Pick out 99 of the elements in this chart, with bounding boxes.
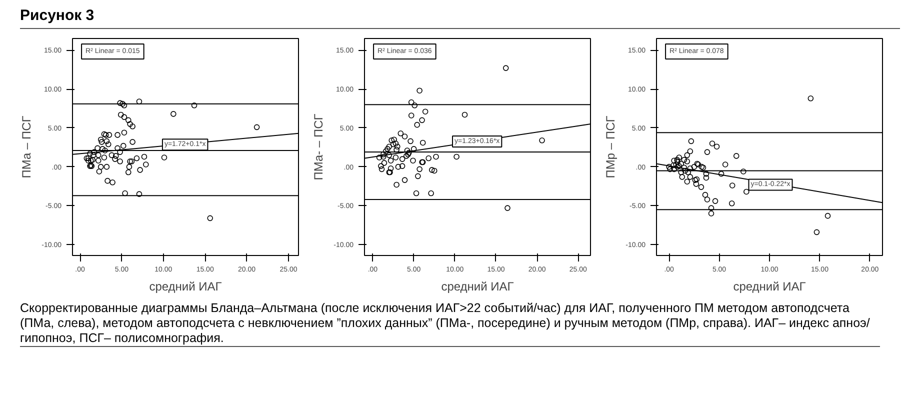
- point: [688, 138, 694, 144]
- point: [410, 158, 416, 164]
- point: [399, 164, 406, 170]
- point: [408, 138, 414, 144]
- y-axis-title: ПМа- – ПСГ: [312, 114, 326, 181]
- point: [667, 166, 673, 172]
- point: [685, 170, 692, 176]
- point: [380, 154, 386, 160]
- point: [422, 109, 428, 115]
- x-axis-title: средний ИАГ: [733, 280, 806, 294]
- point: [395, 164, 402, 170]
- point: [408, 113, 414, 119]
- point: [703, 175, 710, 182]
- point: [378, 166, 385, 172]
- point: [408, 100, 414, 106]
- point: [728, 200, 735, 207]
- point: [671, 166, 677, 172]
- x-axis-title: средний ИАГ: [149, 280, 222, 294]
- point: [698, 184, 704, 190]
- point: [404, 148, 410, 154]
- point: [744, 189, 750, 196]
- point: [414, 122, 420, 128]
- point: [678, 170, 684, 176]
- point: [386, 144, 392, 150]
- point: [431, 168, 438, 174]
- point: [691, 164, 698, 170]
- y-axis-title: ПМр – ПСГ: [604, 116, 618, 179]
- point: [718, 171, 724, 178]
- point: [687, 148, 694, 155]
- chart-title: Рисунок 3: [20, 7, 94, 24]
- point: [454, 154, 460, 160]
- point: [729, 183, 736, 189]
- point: [687, 166, 694, 172]
- point: [382, 148, 389, 155]
- point: [684, 179, 690, 185]
- point: [681, 165, 688, 171]
- x-axis-title: средний ИАГ: [441, 280, 514, 294]
- point: [708, 211, 714, 217]
- point: [502, 66, 509, 72]
- point: [704, 197, 710, 203]
- point: [703, 171, 710, 178]
- point: [714, 144, 720, 150]
- text: Скорректированные диаграммы Бланда–Альтмана (после исключения ИАГ>22 событий/час) для ИАГ, полученного ПМ методом автоподсчета (ПМа, слева), методом автоподсчета с невключением ”плохих данных” (ПМа-, посередине) и ручным методом (ПМр, справа). ИАГ– индекс апноэ/гипопноэ, ПСГ– полисомнография.: [20, 301, 880, 346]
- point: [386, 152, 392, 158]
- point: [814, 230, 820, 236]
- point: [433, 154, 439, 160]
- point: [733, 153, 740, 160]
- point: [398, 130, 404, 137]
- point: [416, 88, 422, 94]
- point: [709, 141, 716, 147]
- point: [670, 162, 676, 169]
- point: [824, 213, 831, 220]
- point: [702, 192, 708, 198]
- point: [416, 166, 422, 172]
- point: [394, 144, 400, 150]
- point: [671, 158, 677, 164]
- point: [390, 142, 396, 148]
- point: [428, 190, 434, 197]
- point: [539, 138, 545, 144]
- point: [413, 190, 420, 197]
- point: [394, 147, 400, 154]
- point: [684, 152, 690, 158]
- point: [428, 167, 435, 174]
- point: [808, 96, 814, 102]
- point: [426, 156, 432, 162]
- point: [419, 118, 425, 124]
- point: [676, 155, 682, 161]
- point: [682, 168, 688, 174]
- point: [740, 169, 746, 175]
- point: [378, 164, 384, 170]
- point: [462, 112, 468, 118]
- point: [708, 206, 714, 212]
- point: [666, 164, 672, 170]
- point: [402, 178, 408, 184]
- point: [684, 158, 690, 165]
- point: [704, 150, 710, 156]
- point: [402, 134, 408, 140]
- point: [376, 155, 382, 161]
- point: [722, 162, 728, 168]
- point: [504, 206, 510, 212]
- point: [388, 166, 394, 172]
- point: [392, 141, 399, 147]
- point: [712, 198, 718, 204]
- point: [681, 157, 688, 164]
- point: [388, 158, 394, 164]
- point: [392, 155, 399, 161]
- point: [687, 174, 694, 180]
- point: [412, 102, 418, 109]
- point: [381, 160, 388, 166]
- point: [420, 140, 426, 146]
- y-axis-title: ПМа – ПСГ: [20, 116, 34, 179]
- point: [679, 174, 686, 180]
- point: [399, 156, 406, 162]
- point: [391, 137, 397, 143]
- point: [388, 138, 395, 144]
- point: [678, 161, 684, 168]
- point: [693, 181, 700, 188]
- point: [394, 182, 400, 188]
- point: [415, 174, 421, 180]
